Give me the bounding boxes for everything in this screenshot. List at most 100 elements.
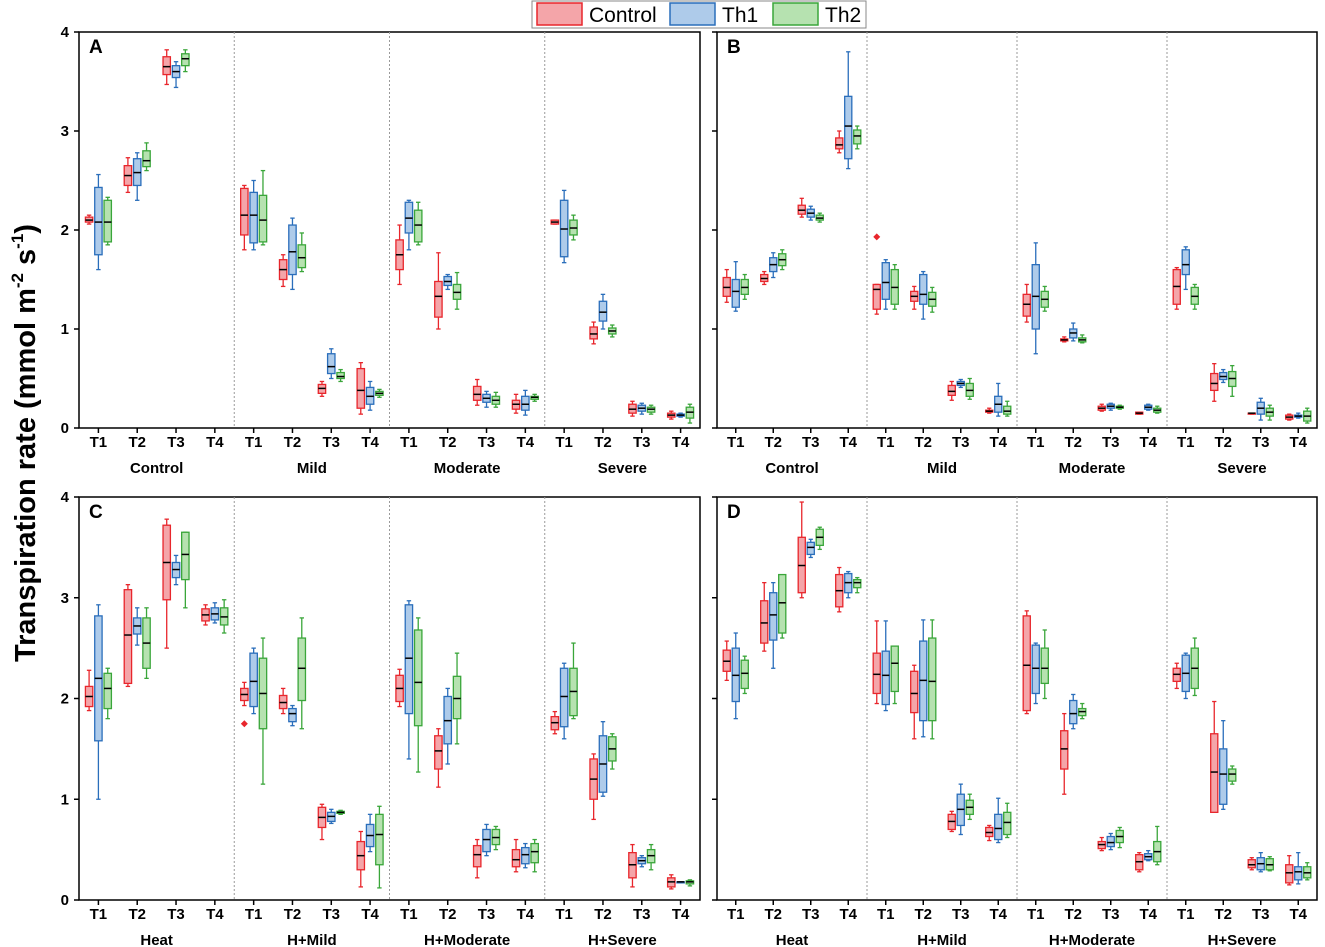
x-tick-label: T3 <box>167 906 185 923</box>
box-control <box>589 753 598 821</box>
box-th2 <box>297 232 307 273</box>
box-th1 <box>326 808 336 825</box>
box-control <box>835 130 844 154</box>
box-body <box>288 224 297 276</box>
group-label: H+Severe <box>1208 932 1277 947</box>
box-control <box>835 566 844 613</box>
box-control <box>162 518 172 649</box>
x-tick-label: T2 <box>284 906 302 923</box>
box-body <box>769 592 778 641</box>
x-tick-label: T1 <box>727 434 745 451</box>
box-th2 <box>1153 825 1162 866</box>
box-th1 <box>326 348 336 380</box>
box-th2 <box>646 843 656 871</box>
box-th1 <box>919 619 928 738</box>
box-body <box>1219 748 1228 805</box>
box-body <box>1181 249 1190 276</box>
box-body <box>731 278 740 308</box>
box-th2 <box>815 212 824 223</box>
box-control <box>947 380 956 401</box>
x-tick-label: T2 <box>128 434 146 451</box>
box-th1 <box>1256 397 1265 421</box>
box-th2 <box>297 617 307 730</box>
x-tick-label: T4 <box>672 906 690 923</box>
box-control <box>123 584 133 688</box>
box-body <box>910 670 919 714</box>
x-tick-label: T3 <box>1252 434 1270 451</box>
box-body <box>1003 811 1012 836</box>
box-body <box>1069 699 1078 725</box>
y-tick-label: 2 <box>61 222 69 239</box>
box-control <box>472 838 482 879</box>
x-tick-label: T2 <box>1064 434 1082 451</box>
box-th2 <box>928 286 937 313</box>
box-control <box>1060 712 1069 795</box>
box-th2 <box>1265 404 1274 421</box>
x-tick-label: T2 <box>439 906 457 923</box>
box-th2 <box>336 368 345 383</box>
y-tick-label: 4 <box>61 489 70 506</box>
box-control <box>1172 266 1181 310</box>
x-tick-label: T2 <box>914 434 932 451</box>
x-tick-label: T3 <box>952 906 970 923</box>
box-body <box>181 531 190 581</box>
box-th1 <box>598 293 608 330</box>
box-th2 <box>375 805 384 889</box>
box-body <box>890 645 899 693</box>
box-body <box>94 186 103 256</box>
box-th1 <box>806 205 815 221</box>
x-tick-label: T3 <box>1102 434 1120 451</box>
box-control <box>1022 283 1031 323</box>
y-axis-title-mid: s <box>10 249 42 273</box>
box-th2 <box>1228 765 1237 785</box>
box-th1 <box>1144 403 1153 411</box>
box-th1 <box>404 199 414 251</box>
box-body <box>919 273 928 305</box>
x-tick-label: T1 <box>1177 434 1195 451</box>
x-tick-label: T2 <box>764 434 782 451</box>
box-control <box>84 214 94 225</box>
box-th1 <box>288 704 297 727</box>
box-body <box>760 600 769 644</box>
legend-swatch-th2 <box>772 2 819 26</box>
x-tick-label: T3 <box>802 906 820 923</box>
x-tick-label: T4 <box>1139 434 1157 451</box>
box-body <box>472 385 482 401</box>
box-th1 <box>1106 832 1115 851</box>
box-th1 <box>637 402 647 415</box>
x-tick-label: T1 <box>1177 906 1195 923</box>
box-body <box>778 573 787 634</box>
box-th2 <box>607 733 617 770</box>
y-axis-title-sup1: -2 <box>8 273 27 288</box>
box-th2 <box>375 388 384 398</box>
y-axis-title-end: ) <box>10 224 42 234</box>
x-tick-label: T3 <box>1252 906 1270 923</box>
box-th2 <box>740 273 749 300</box>
box-th2 <box>1003 400 1012 417</box>
x-tick-label: T2 <box>439 434 457 451</box>
box-th2 <box>142 607 151 679</box>
box-body <box>1031 644 1040 695</box>
box-th1 <box>482 823 491 857</box>
box-th1 <box>1181 246 1190 291</box>
group-label: Moderate <box>1059 460 1126 477</box>
box-control <box>1210 700 1219 813</box>
box-body <box>326 353 336 375</box>
box-th1 <box>1219 720 1228 810</box>
box-th1 <box>94 173 103 271</box>
box-control <box>722 268 731 303</box>
box-body <box>559 667 569 728</box>
box-control <box>947 810 956 833</box>
box-body <box>872 283 881 310</box>
box-body <box>482 828 491 853</box>
box-th2 <box>336 809 345 816</box>
x-tick-label: T4 <box>1289 906 1307 923</box>
x-tick-label: T3 <box>952 434 970 451</box>
x-tick-label: T2 <box>128 906 146 923</box>
group-label: Moderate <box>434 460 501 477</box>
box-control <box>1210 362 1219 402</box>
box-th2 <box>491 391 501 408</box>
x-tick-label: T2 <box>594 434 612 451</box>
box-th1 <box>994 797 1003 844</box>
box-th2 <box>965 793 974 821</box>
